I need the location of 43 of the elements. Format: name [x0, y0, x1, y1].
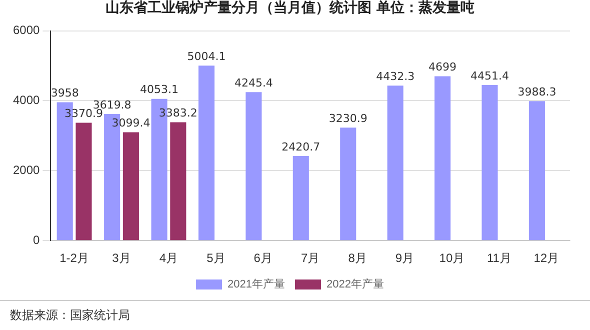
data-label: 2420.7	[282, 140, 320, 154]
data-label: 4245.4	[234, 76, 273, 90]
data-label: 3370.9	[64, 107, 103, 120]
x-tick-label: 10月	[439, 251, 465, 266]
bar	[76, 122, 92, 240]
x-tick-label: 9月	[395, 251, 414, 266]
x-tick-label: 4月	[159, 251, 178, 266]
data-label: 4053.1	[140, 83, 179, 96]
data-label: 5004.1	[187, 50, 226, 63]
bar	[170, 122, 186, 240]
bar	[387, 86, 404, 240]
bar	[340, 128, 356, 240]
bar	[528, 101, 545, 240]
bar	[198, 66, 215, 240]
y-tick-label: 4000	[12, 93, 40, 108]
x-tick-label: 5月	[206, 251, 226, 266]
legend-label: 2022年产量	[326, 278, 384, 291]
x-tick-label: 8月	[348, 251, 367, 266]
x-tick-label: 1-2月	[60, 251, 89, 266]
data-label: 4699	[428, 60, 457, 74]
data-label: 4451.4	[470, 69, 509, 82]
legend-label: 2021年产量	[228, 278, 286, 291]
data-label: 3230.9	[328, 112, 368, 125]
bar	[482, 84, 498, 240]
chart-title: 山东省工业锅炉产量分月（当月值）统计图 单位：蒸发量吨	[106, 0, 474, 16]
bar	[434, 76, 451, 240]
y-tick-label: 6000	[12, 23, 40, 38]
x-tick-label: 7月	[301, 251, 320, 266]
data-label: 4432.3	[376, 70, 415, 83]
data-label: 3988.3	[518, 86, 556, 98]
bar	[246, 92, 262, 240]
data-label: 3099.4	[112, 116, 150, 130]
y-tick-label: 2000	[12, 162, 40, 177]
x-tick-label: 11月	[486, 251, 512, 266]
source-note: 数据来源：国家统计局	[10, 307, 130, 324]
data-label: 3383.2	[158, 106, 198, 120]
bar	[292, 156, 309, 240]
bar	[122, 132, 139, 240]
y-tick-label: 0	[33, 232, 40, 247]
x-tick-label: 12月	[534, 251, 560, 266]
data-label: 3958	[50, 86, 79, 100]
x-tick-label: 3月	[112, 251, 131, 266]
x-tick-label: 6月	[254, 251, 272, 266]
